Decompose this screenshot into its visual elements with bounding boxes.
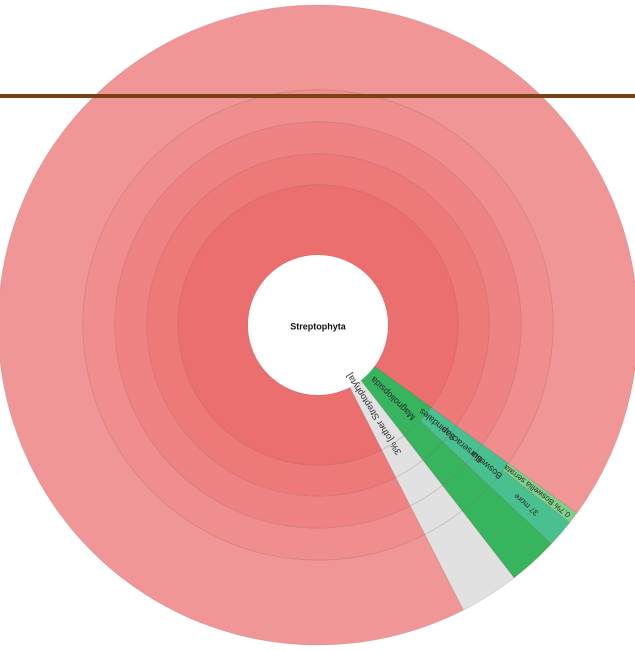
center-hole: [248, 255, 388, 395]
root-label: Streptophyta: [290, 321, 346, 331]
sunburst-rings: [0, 4, 635, 646]
